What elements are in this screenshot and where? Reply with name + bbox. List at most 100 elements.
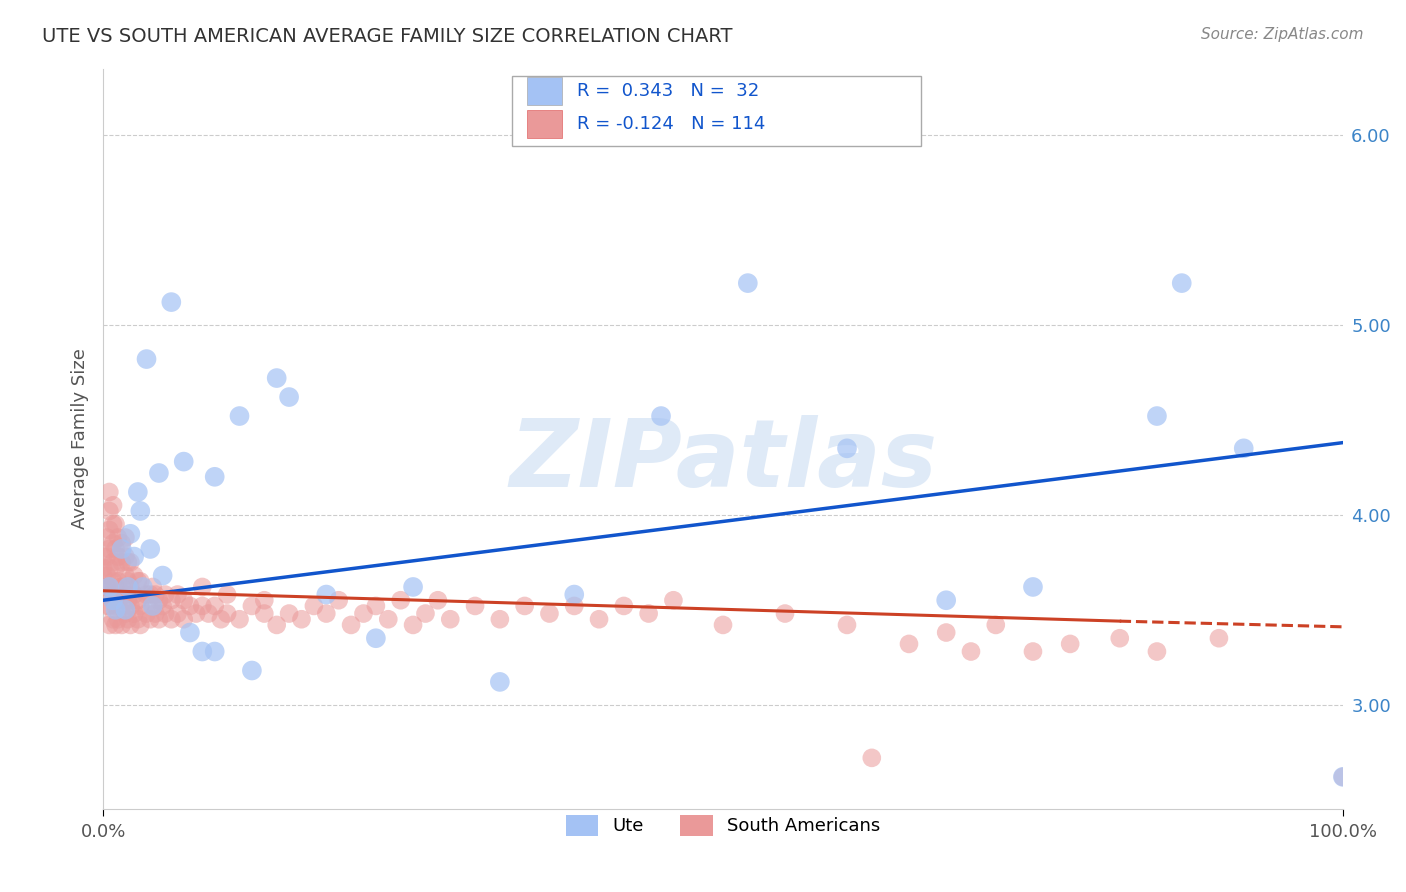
Legend: Ute, South Americans: Ute, South Americans <box>557 805 890 845</box>
Point <box>120 580 142 594</box>
Point <box>114 568 136 582</box>
Point <box>96 599 118 613</box>
Point <box>377 612 399 626</box>
Point <box>91 580 114 594</box>
Text: R = -0.124   N = 114: R = -0.124 N = 114 <box>576 115 765 133</box>
Point <box>266 618 288 632</box>
Point <box>184 607 207 621</box>
Point <box>120 526 142 541</box>
Point <box>217 588 239 602</box>
Point <box>228 612 250 626</box>
Point <box>415 607 437 621</box>
Point <box>101 536 124 550</box>
Point <box>96 568 118 582</box>
Point <box>513 599 536 613</box>
Point <box>91 568 114 582</box>
Point <box>142 599 165 613</box>
Point <box>315 607 337 621</box>
Point <box>129 599 152 613</box>
Point <box>129 574 152 589</box>
Point <box>98 541 121 556</box>
Point <box>204 599 226 613</box>
Point <box>152 568 174 582</box>
Point <box>101 593 124 607</box>
Point <box>104 517 127 532</box>
Point <box>562 599 585 613</box>
Point <box>101 517 124 532</box>
Point <box>127 574 149 589</box>
Point <box>122 588 145 602</box>
Point <box>935 593 957 607</box>
Point <box>117 580 139 594</box>
Point <box>711 618 734 632</box>
Point <box>166 607 188 621</box>
Point <box>278 607 301 621</box>
FancyBboxPatch shape <box>527 110 562 138</box>
Text: R =  0.343   N =  32: R = 0.343 N = 32 <box>576 82 759 101</box>
Point <box>139 612 162 626</box>
Point <box>129 504 152 518</box>
Point <box>353 607 375 621</box>
Point <box>98 599 121 613</box>
Point <box>111 541 134 556</box>
Point <box>104 603 127 617</box>
Point <box>1331 770 1354 784</box>
Point <box>143 607 166 621</box>
Point <box>104 599 127 613</box>
FancyBboxPatch shape <box>512 76 921 146</box>
Point <box>153 607 176 621</box>
Point <box>173 593 195 607</box>
Point <box>98 523 121 537</box>
Point <box>107 549 129 564</box>
Point <box>127 612 149 626</box>
Point <box>1022 644 1045 658</box>
Point <box>114 588 136 602</box>
Point <box>91 561 114 575</box>
Point <box>1331 770 1354 784</box>
Point <box>860 751 883 765</box>
Point <box>127 593 149 607</box>
Point <box>152 599 174 613</box>
Point <box>98 504 121 518</box>
Point <box>835 618 858 632</box>
Point <box>160 593 183 607</box>
Y-axis label: Average Family Size: Average Family Size <box>72 349 89 529</box>
Point <box>111 536 134 550</box>
Point <box>111 599 134 613</box>
Point <box>217 607 239 621</box>
Point <box>142 580 165 594</box>
Point <box>588 612 610 626</box>
Point <box>96 580 118 594</box>
Point <box>104 580 127 594</box>
Point <box>139 588 162 602</box>
Point <box>179 599 201 613</box>
Point <box>253 593 276 607</box>
Point <box>1059 637 1081 651</box>
Point <box>117 574 139 589</box>
Point <box>120 618 142 632</box>
Point <box>464 599 486 613</box>
Point <box>197 607 219 621</box>
Point <box>98 561 121 575</box>
Point <box>340 618 363 632</box>
Point <box>389 593 412 607</box>
Point <box>142 599 165 613</box>
Point <box>562 588 585 602</box>
Point <box>91 549 114 564</box>
Point <box>96 531 118 545</box>
Point <box>278 390 301 404</box>
Point <box>96 549 118 564</box>
Point <box>117 612 139 626</box>
Point <box>143 588 166 602</box>
Point <box>228 409 250 423</box>
Point <box>111 555 134 569</box>
Point <box>122 607 145 621</box>
Point <box>166 588 188 602</box>
Point <box>101 612 124 626</box>
Point <box>426 593 449 607</box>
Point <box>662 593 685 607</box>
Point <box>120 555 142 569</box>
Point <box>173 612 195 626</box>
Point <box>204 470 226 484</box>
Point <box>114 531 136 545</box>
